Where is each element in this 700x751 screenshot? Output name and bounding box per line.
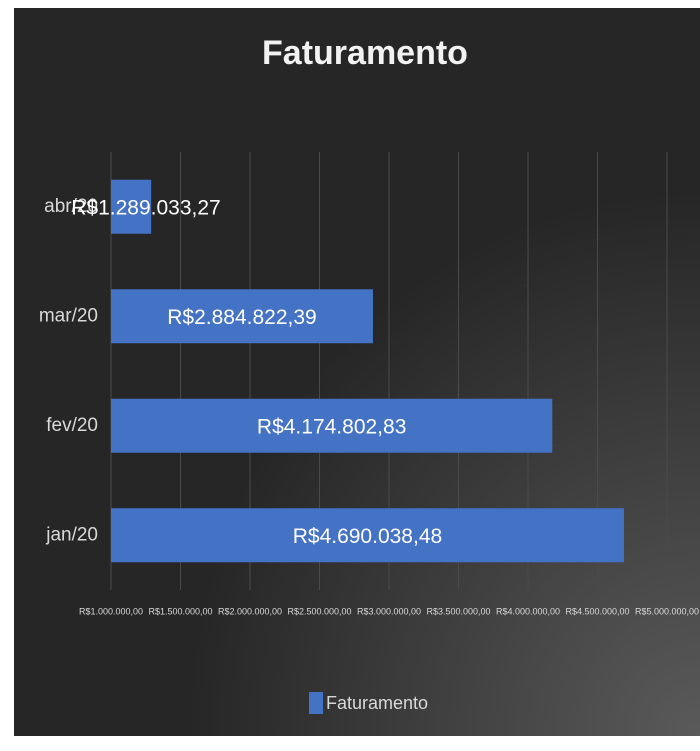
- bar: [111, 289, 373, 344]
- x-tick-label: R$3.500.000,00: [427, 606, 491, 616]
- bar: [111, 508, 624, 563]
- y-tick-label: mar/20: [39, 305, 98, 326]
- chart-background: [14, 8, 700, 736]
- x-tick-label: R$1.500.000,00: [149, 606, 213, 616]
- chart-title: Faturamento: [262, 34, 468, 72]
- bar: [111, 179, 152, 234]
- legend-label: Faturamento: [326, 693, 428, 713]
- bar: [111, 398, 553, 453]
- value-label: R$1.289.033,27: [71, 196, 220, 219]
- legend-swatch: [309, 692, 323, 714]
- x-tick-label: R$1.000.000,00: [79, 606, 143, 616]
- value-label: R$2.884.822,39: [167, 306, 316, 329]
- value-label: R$4.174.802,83: [257, 415, 406, 438]
- value-label: R$4.690.038,48: [293, 525, 442, 548]
- y-tick-label: fev/20: [46, 415, 98, 436]
- x-tick-label: R$2.000.000,00: [218, 606, 282, 616]
- y-tick-label: abr/20: [44, 196, 98, 217]
- y-tick-label: jan/20: [45, 524, 98, 545]
- x-tick-label: R$4.000.000,00: [496, 606, 560, 616]
- x-tick-label: R$4.500.000,00: [566, 606, 630, 616]
- x-tick-label: R$2.500.000,00: [288, 606, 352, 616]
- x-tick-label: R$5.000.000,00: [635, 606, 699, 616]
- x-tick-label: R$3.000.000,00: [357, 606, 421, 616]
